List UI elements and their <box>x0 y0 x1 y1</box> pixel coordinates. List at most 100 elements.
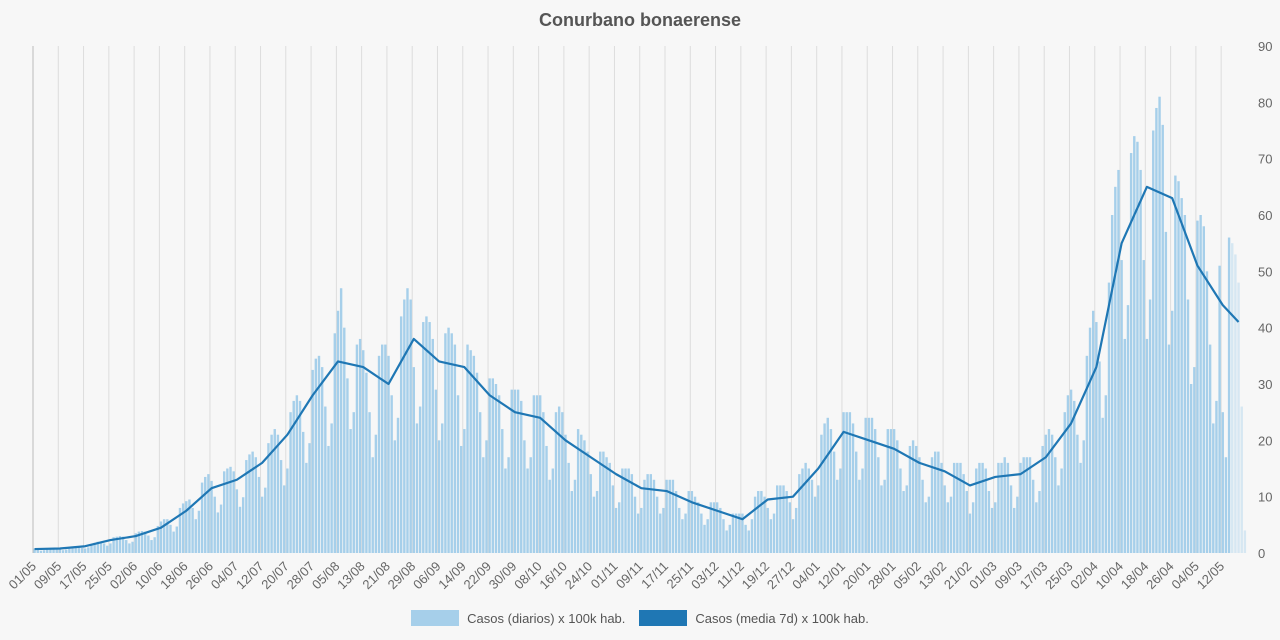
bar <box>362 350 365 553</box>
bar <box>826 417 829 553</box>
bar <box>570 491 573 553</box>
bar <box>1123 338 1126 553</box>
bar <box>722 519 725 553</box>
bar <box>927 496 931 553</box>
bar <box>396 417 400 553</box>
bar <box>554 412 558 553</box>
bar <box>1054 457 1057 553</box>
bar <box>276 434 280 553</box>
bar <box>1152 130 1155 553</box>
bar <box>997 462 1000 553</box>
bar <box>703 524 706 553</box>
bar <box>624 468 627 553</box>
x-tick-label: 28/07 <box>284 559 318 593</box>
bar <box>358 338 362 553</box>
bar <box>58 549 62 553</box>
bar <box>753 496 757 553</box>
legend-item-daily[interactable]: Casos (diarios) x 100k hab. <box>411 610 625 626</box>
x-tick-label: 04/07 <box>208 559 242 593</box>
bar <box>349 429 352 553</box>
bar <box>68 547 71 553</box>
bar <box>599 451 602 553</box>
bar <box>535 395 539 553</box>
bar <box>946 502 950 553</box>
x-tick-label: 20/01 <box>840 559 874 593</box>
bar <box>1006 462 1010 553</box>
bar <box>1022 457 1025 553</box>
bar <box>962 474 965 553</box>
bar <box>235 489 239 553</box>
bar <box>551 468 555 553</box>
x-tick-label: 18/04 <box>1118 559 1152 593</box>
x-tick-label: 01/03 <box>966 559 1000 593</box>
bar <box>150 540 153 553</box>
legend-label-daily: Casos (diarios) x 100k hab. <box>467 610 626 626</box>
bar <box>1148 299 1152 553</box>
bar <box>892 429 896 553</box>
bar <box>760 491 763 553</box>
bar <box>200 482 204 553</box>
bar <box>456 395 460 553</box>
x-tick-label: 29/08 <box>385 559 419 593</box>
bar <box>49 547 52 553</box>
bar <box>564 434 567 553</box>
bar <box>776 485 779 553</box>
bar <box>298 400 302 553</box>
y-tick-label: 50 <box>1258 264 1272 279</box>
bar <box>96 541 99 553</box>
bar <box>952 462 956 553</box>
bar <box>630 474 634 553</box>
bar <box>469 350 472 553</box>
bar <box>368 412 371 553</box>
bar <box>460 445 463 553</box>
bar <box>501 429 504 553</box>
bar <box>115 536 118 553</box>
bar <box>557 406 561 553</box>
bar <box>71 546 74 553</box>
bar <box>1028 457 1032 553</box>
bar <box>1224 457 1228 553</box>
bar <box>355 344 359 553</box>
bar <box>144 531 147 553</box>
bar <box>984 468 987 553</box>
bar <box>921 479 924 553</box>
bar <box>842 412 845 553</box>
bar <box>61 550 65 553</box>
bar <box>867 417 871 553</box>
bar <box>1101 417 1104 553</box>
bar <box>83 548 87 553</box>
bar <box>678 507 681 553</box>
bar <box>33 548 36 553</box>
legend-label-mean: Casos (media 7d) x 100k hab. <box>695 610 869 626</box>
y-tick-label: 40 <box>1258 321 1272 336</box>
bar <box>1234 254 1237 553</box>
bar <box>763 496 766 553</box>
bar <box>766 507 769 553</box>
bar <box>1133 136 1136 553</box>
x-tick-label: 05/02 <box>890 559 924 593</box>
bar <box>1145 338 1149 553</box>
x-tick-label: 10/04 <box>1093 559 1127 593</box>
bar <box>858 479 861 553</box>
x-tick-label: 09/03 <box>991 559 1025 593</box>
bar <box>371 457 374 553</box>
bar <box>779 485 782 553</box>
legend-swatch-daily <box>411 610 460 626</box>
bar <box>839 468 842 553</box>
bar <box>497 395 501 553</box>
bar <box>744 524 747 553</box>
x-tick-label: 14/09 <box>435 559 469 593</box>
legend-item-mean[interactable]: Casos (media 7d) x 100k hab. <box>639 610 869 626</box>
bar <box>813 496 817 553</box>
bar <box>229 466 232 553</box>
bar <box>1063 412 1066 553</box>
bar <box>46 548 49 553</box>
bar <box>924 502 927 553</box>
bar <box>418 406 422 553</box>
bar <box>77 546 81 553</box>
bar <box>801 468 804 553</box>
bar <box>602 451 605 553</box>
bar <box>1161 124 1164 553</box>
bar <box>1231 243 1234 553</box>
x-tick-label: 25/05 <box>81 559 115 593</box>
